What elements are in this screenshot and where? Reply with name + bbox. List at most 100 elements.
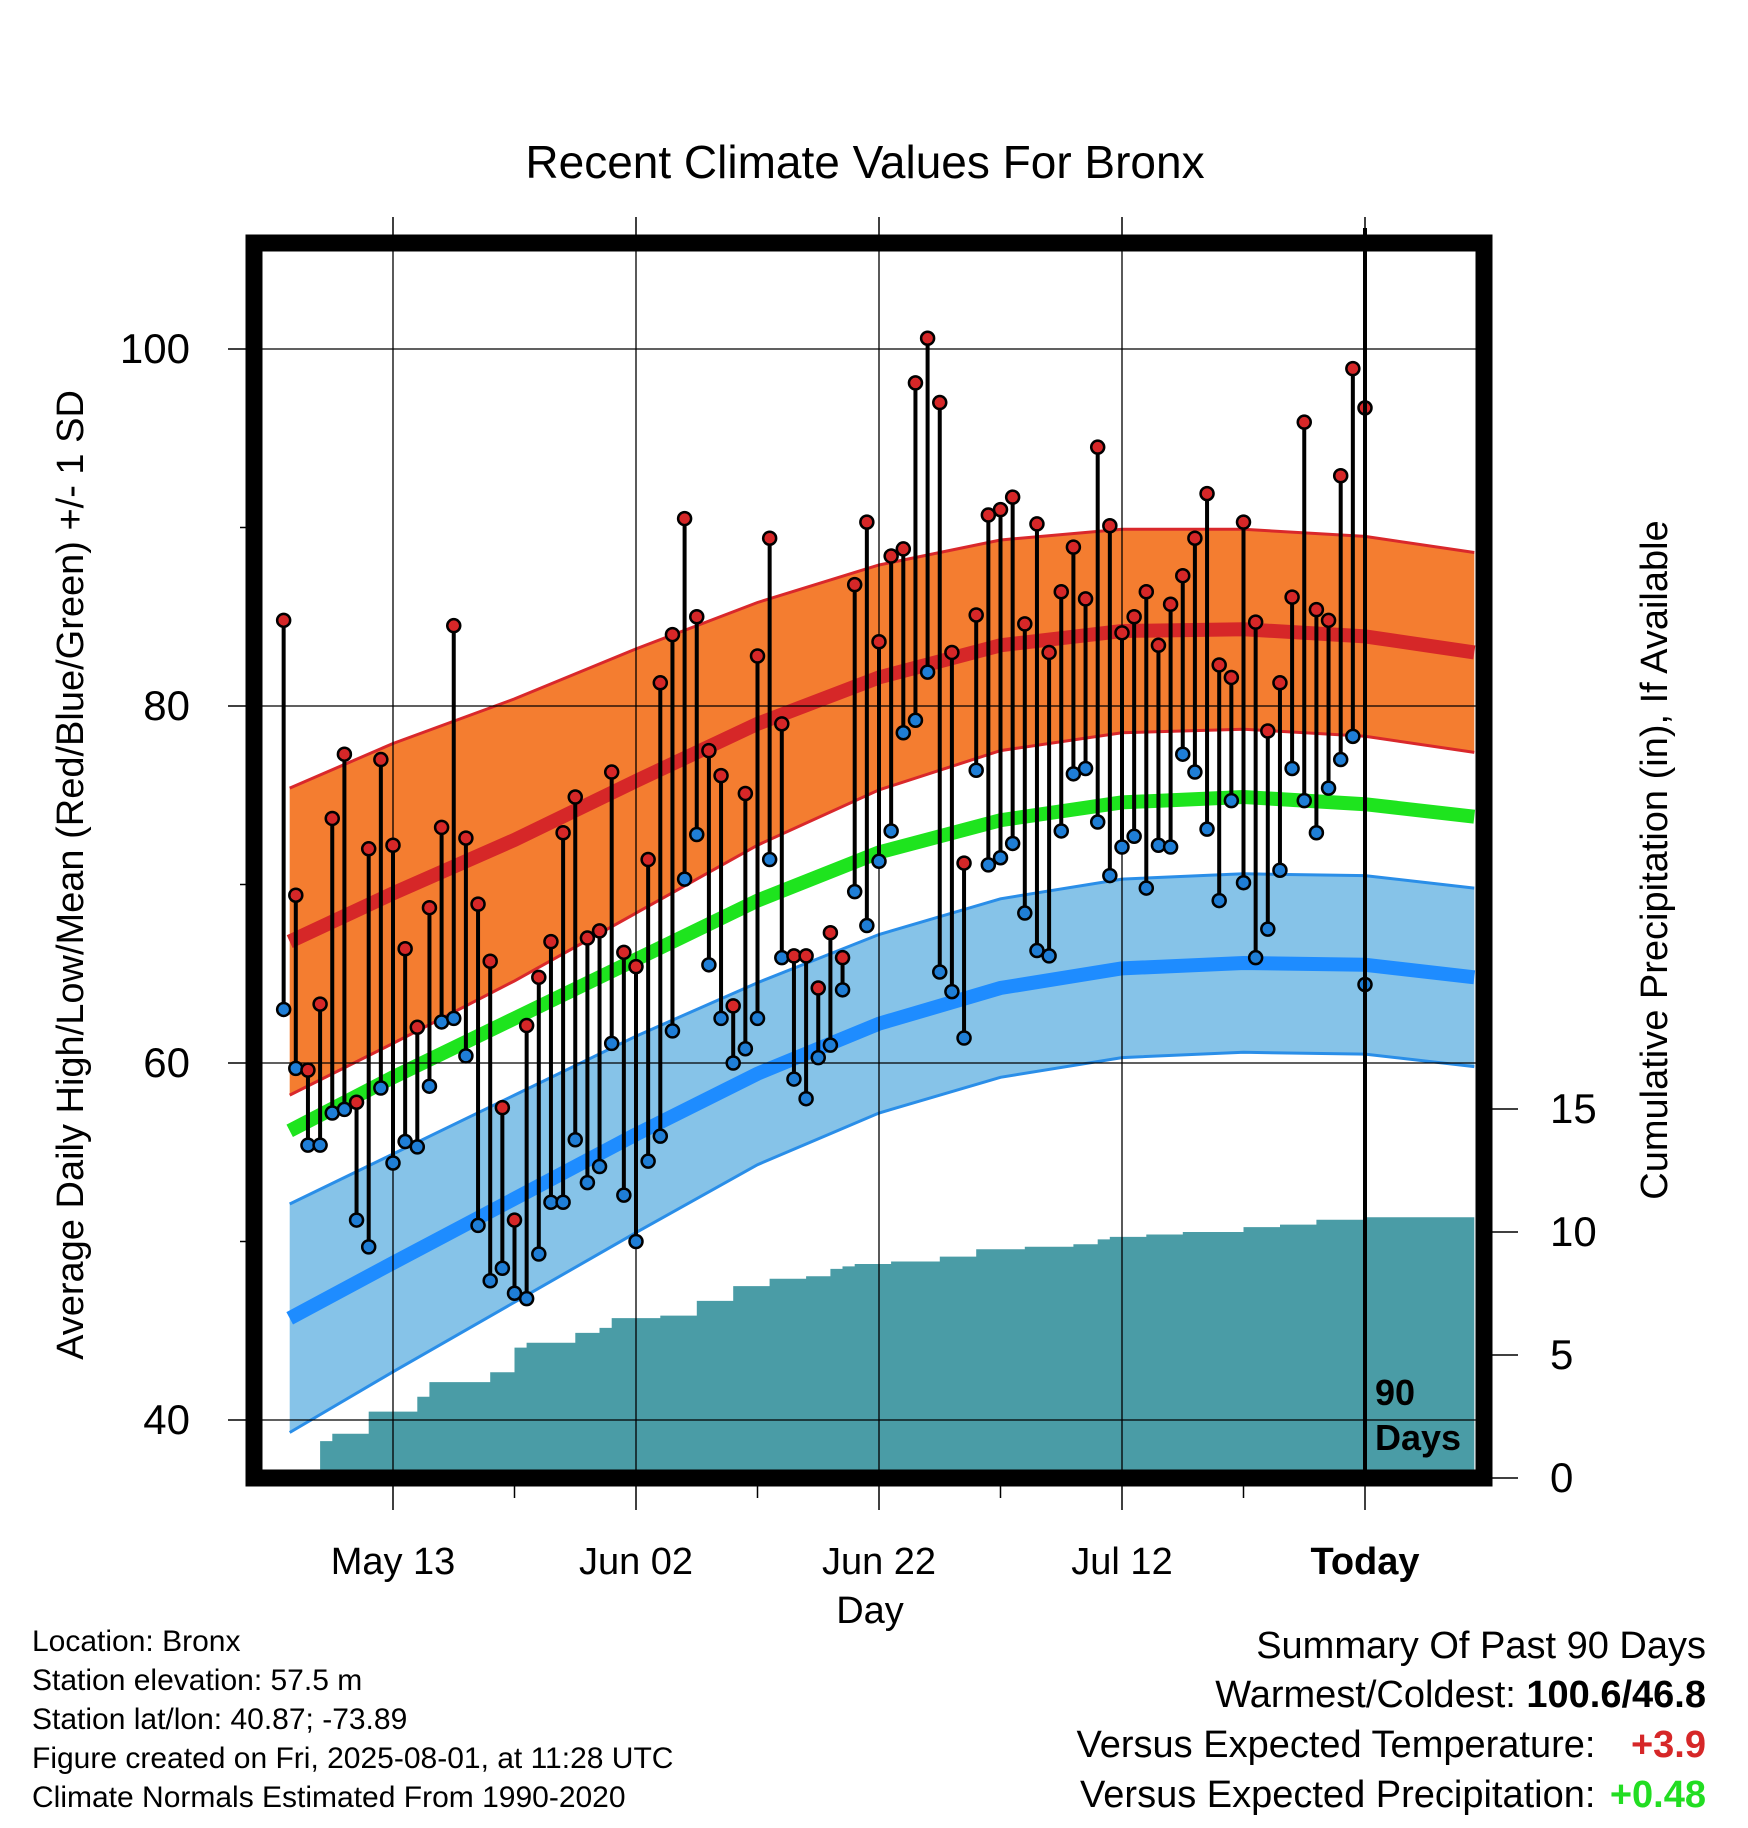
daily-low-point [713, 1010, 729, 1027]
daily-low-point [1235, 874, 1252, 891]
daily-low-point [312, 1137, 328, 1153]
daily-low-point [664, 1023, 681, 1039]
daily-low-point [494, 1260, 511, 1277]
y-tick-label: 60 [143, 1039, 190, 1086]
warm-cold-label: Warmest/Coldest: [1215, 1674, 1516, 1716]
daily-low-point [956, 1030, 972, 1046]
daily-low-point [458, 1048, 474, 1064]
daily-low-point [737, 1040, 754, 1057]
precip-value: +0.48 [1609, 1774, 1706, 1816]
daily-high-point [409, 1019, 426, 1036]
daily-low-point [275, 1001, 292, 1018]
warm-cold-value: 100.6/46.8 [1526, 1674, 1706, 1716]
daily-high-point [1308, 601, 1325, 618]
daily-low-point [1345, 728, 1361, 745]
daily-high-point [312, 996, 328, 1012]
daily-high-point [1199, 485, 1215, 502]
daily-low-point [1053, 823, 1069, 839]
axes: May 13 Jun 02 Jun 22 Jul 12 Today 40 60 80 100 0 5… [120, 217, 1597, 1583]
daily-high-point [1004, 489, 1021, 505]
daily-low-point [288, 1060, 304, 1077]
daily-low-point [409, 1139, 426, 1155]
daily-high-point [1102, 517, 1118, 534]
y2-tick-label: 0 [1550, 1454, 1573, 1501]
daily-low-point [518, 1290, 535, 1307]
daily-high-point [324, 810, 340, 827]
daily-high-point [628, 958, 644, 975]
daily-high-point [385, 837, 401, 853]
daily-high-point [518, 1017, 535, 1034]
daily-high-point [555, 824, 571, 841]
daily-high-point [567, 789, 583, 805]
daily-low-point [846, 883, 863, 900]
daily-low-point [1041, 948, 1057, 964]
daily-low-point [1065, 766, 1082, 782]
plot-frame [245, 234, 1493, 1487]
temp-value: +3.9 [1630, 1724, 1706, 1766]
daily-low-point [506, 1285, 523, 1302]
x-axis-label: Day [836, 1590, 904, 1632]
daily-high-point [1029, 516, 1045, 532]
daily-low-point [774, 949, 790, 966]
daily-low-point [616, 1187, 632, 1203]
daily-high-point [1247, 614, 1264, 630]
daily-low-point [603, 1035, 620, 1052]
daily-high-point [822, 924, 839, 941]
daily-low-point [470, 1217, 486, 1234]
daily-high-point [336, 746, 353, 762]
daily-high-point [749, 648, 766, 664]
daily-low-point [1126, 828, 1142, 845]
daily-high-point [871, 633, 887, 650]
daily-high-point [458, 830, 474, 846]
daily-low-point [1004, 835, 1021, 852]
daily-high-point [1320, 612, 1337, 629]
daily-high-point [1077, 591, 1094, 607]
y2-tick-label: 5 [1550, 1331, 1573, 1378]
daily-high-point [506, 1212, 523, 1228]
daily-low-point [676, 871, 693, 887]
daily-low-point [1150, 837, 1167, 853]
daily-high-point [980, 507, 997, 523]
summary-title: Summary Of Past 90 Days [1256, 1625, 1706, 1667]
daily-high-point [579, 930, 596, 946]
chart-title: Recent Climate Values For Bronx [525, 136, 1204, 188]
x-tick-label: May 13 [331, 1541, 456, 1583]
daily-low-point [531, 1246, 547, 1262]
y-tick-label: 40 [143, 1396, 190, 1443]
daily-high-point [725, 998, 741, 1014]
daily-high-point [275, 612, 292, 629]
daily-high-point [421, 899, 438, 916]
daily-low-point [348, 1212, 365, 1228]
days-window-label: 90 [1375, 1372, 1415, 1413]
plot-content [254, 243, 1484, 1478]
daily-high-point [616, 944, 632, 961]
daily-low-point [421, 1078, 438, 1094]
daily-low-point [1102, 867, 1118, 884]
x-tick-label: Jun 22 [822, 1541, 936, 1583]
daily-low-point [1223, 792, 1240, 809]
daily-high-point [1260, 723, 1276, 739]
daily-high-point [737, 785, 754, 802]
location-text: Location: Bronx [32, 1625, 241, 1658]
daily-high-point [1138, 584, 1155, 600]
daily-high-point [1211, 657, 1227, 673]
daily-low-point [810, 1049, 826, 1066]
daily-low-point [992, 849, 1009, 866]
daily-low-point [919, 664, 936, 680]
daily-low-point [579, 1174, 596, 1191]
daily-high-point [907, 375, 924, 391]
daily-high-point [300, 1062, 316, 1078]
daily-high-point [1296, 414, 1312, 430]
daily-low-point [1138, 880, 1155, 896]
x-tick-label: Jul 12 [1071, 1541, 1172, 1583]
normals-text: Climate Normals Estimated From 1990-2020 [32, 1781, 626, 1814]
daily-high-point [992, 501, 1009, 518]
elevation-text: Station elevation: 57.5 m [32, 1664, 363, 1697]
daily-low-point [336, 1101, 353, 1118]
daily-low-point [1162, 839, 1179, 855]
daily-low-point [1029, 942, 1045, 959]
daily-low-point [1017, 905, 1033, 921]
daily-high-point [1150, 637, 1167, 654]
daily-low-point [1211, 892, 1227, 909]
